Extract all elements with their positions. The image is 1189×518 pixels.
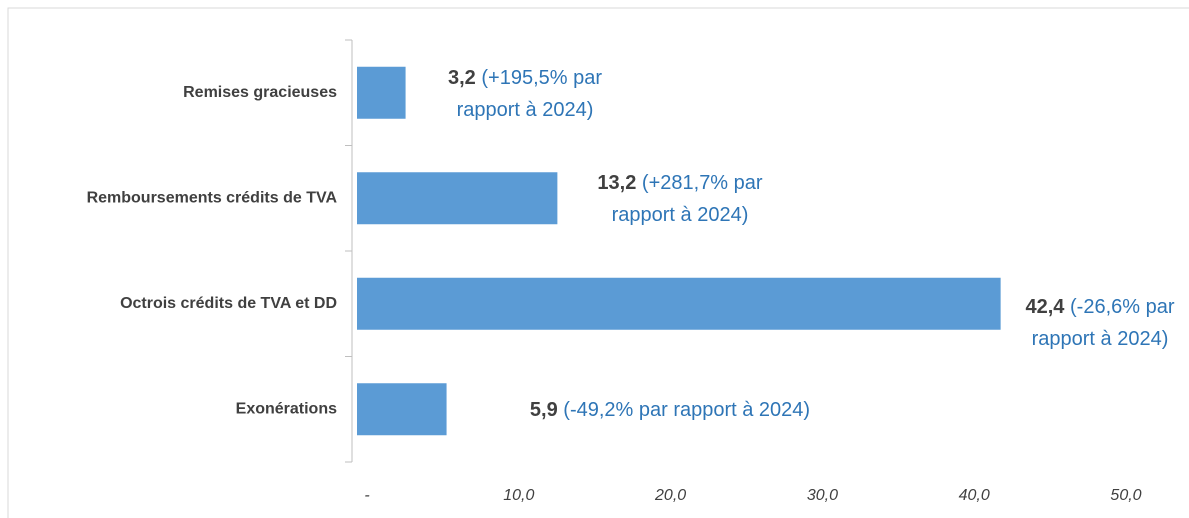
value-label: 13,2	[597, 172, 637, 194]
x-tick-label: 20,0	[654, 487, 686, 504]
annotation: (-26,6% par rapport à 2024)	[1031, 296, 1175, 350]
data-label: 42,4 (-26,6% par rapport à 2024)	[1025, 291, 1175, 355]
bar	[357, 277, 1001, 330]
chart-border	[7, 7, 1189, 518]
x-tick-label: 50,0	[1110, 487, 1141, 504]
category-label: Remboursements crédits de TVA	[87, 189, 338, 206]
value-label: 42,4	[1025, 296, 1065, 318]
x-tick-label: -	[364, 487, 369, 504]
x-tick-label: 10,0	[503, 487, 534, 504]
category-label: Exonérations	[236, 400, 337, 417]
category-label: Remises gracieuses	[183, 84, 337, 101]
x-tick-label: 40,0	[959, 487, 990, 504]
annotation: (-49,2% par rapport à 2024)	[563, 399, 811, 421]
data-label: 3,2 (+195,5% par rapport à 2024)	[425, 62, 625, 126]
annotation: (+195,5% par rapport à 2024)	[456, 67, 602, 121]
bar	[357, 383, 447, 436]
value-label: 3,2	[447, 67, 476, 89]
x-tick-label: 30,0	[807, 487, 838, 504]
bar	[357, 172, 558, 225]
annotation: (+281,7% par rapport à 2024)	[611, 172, 763, 226]
value-label: 5,9	[529, 399, 558, 421]
data-label: 5,9 (-49,2% par rapport à 2024)	[470, 394, 870, 426]
bar	[357, 66, 406, 119]
data-label: 13,2 (+281,7% par rapport à 2024)	[580, 167, 780, 231]
category-label: Octrois crédits de TVA et DD	[120, 295, 337, 312]
